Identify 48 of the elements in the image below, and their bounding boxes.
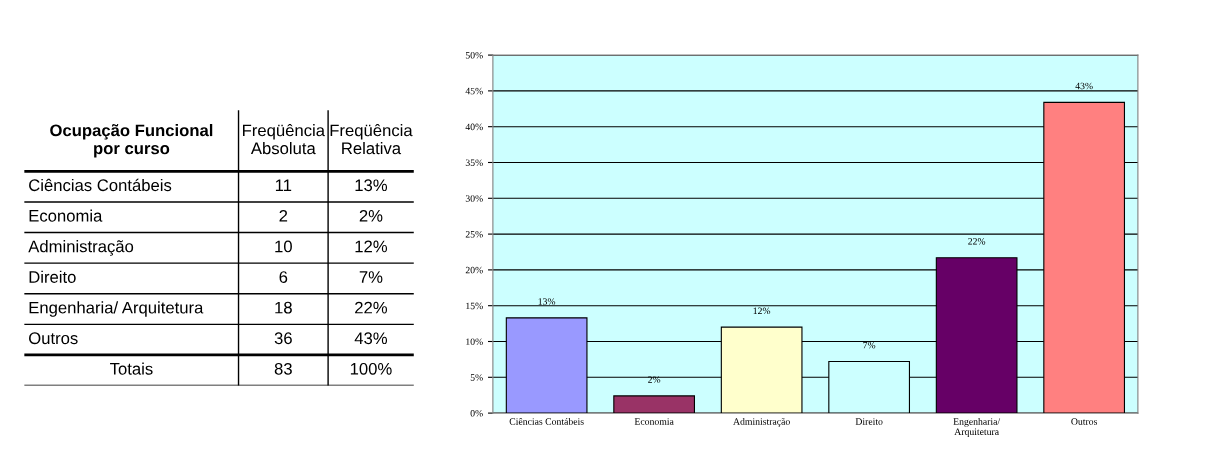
text: Freqüência Absoluta: [243, 123, 326, 155]
data-label: 7%: [863, 341, 876, 349]
category-label: Outros: [29, 332, 78, 345]
data-label: 36: [274, 332, 292, 345]
x-tick-label: Ciências Contábeis: [509, 417, 584, 425]
category-label: Direito: [29, 270, 76, 283]
text: 7%: [359, 271, 383, 283]
text: Totais: [110, 362, 153, 375]
y-tick-label: 50%: [465, 51, 483, 59]
y-tick-label: 5%: [470, 374, 483, 381]
y-tick-label: 20%: [465, 266, 483, 274]
category-label: Ciências Contábeis: [29, 178, 172, 192]
category-label: Engenharia/ Arquitetura: [29, 301, 204, 317]
data-label: 2: [279, 209, 288, 222]
text: 43%: [354, 332, 388, 345]
y-tick-label: 15%: [466, 302, 483, 310]
x-tick-label: Economia: [634, 418, 674, 425]
data-label: 2%: [648, 376, 661, 383]
y-tick-label: 25%: [465, 231, 483, 238]
category-label: Economia: [29, 209, 103, 222]
text: 2%: [359, 209, 383, 222]
x-tick-label: Administração: [733, 417, 790, 427]
x-tick-label: Outros: [1071, 418, 1098, 425]
data-label: 10: [275, 240, 292, 253]
data-label: 22%: [968, 238, 986, 245]
data-label: 6: [279, 271, 288, 283]
x-tick-label: Direito: [855, 418, 883, 425]
text: 100%: [350, 362, 392, 375]
category-label: Administração: [28, 240, 134, 256]
y-tick-label: 45%: [465, 87, 483, 95]
y-tick-label: 40%: [465, 123, 483, 131]
text: 13%: [355, 179, 388, 192]
y-tick-label: 10%: [466, 338, 483, 345]
x-tick-label: Engenharia/ Arquitetura: [953, 417, 1001, 437]
data-label: 11: [275, 179, 292, 191]
data-label: 13%: [538, 298, 556, 305]
text: Freqüência Relativa: [330, 123, 413, 155]
y-tick-label: 0%: [470, 410, 483, 417]
y-tick-label: 35%: [465, 159, 483, 166]
text: 22%: [355, 301, 388, 314]
bar: [613, 395, 696, 414]
data-label: 12%: [753, 307, 771, 315]
text: 83: [274, 362, 292, 375]
data-label: 43%: [1075, 82, 1093, 90]
data-label: 18: [275, 301, 292, 314]
text: Ocupação Funcional por curso: [50, 124, 213, 158]
text: 12%: [355, 240, 388, 253]
y-tick-label: 30%: [465, 195, 483, 202]
